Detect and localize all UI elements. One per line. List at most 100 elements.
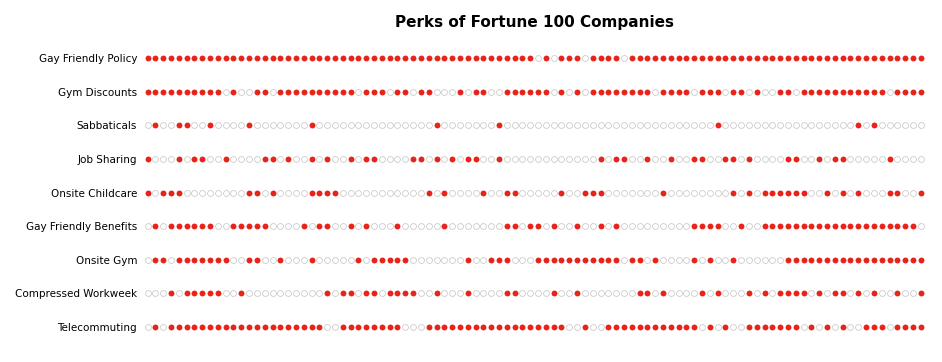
- Point: [437, 190, 452, 195]
- Point: [858, 290, 873, 296]
- Point: [257, 257, 272, 262]
- Point: [171, 190, 187, 195]
- Point: [429, 122, 444, 128]
- Point: [171, 55, 187, 61]
- Point: [226, 290, 241, 296]
- Point: [343, 55, 358, 61]
- Point: [710, 89, 725, 95]
- Point: [414, 190, 429, 195]
- Point: [265, 290, 280, 296]
- Point: [710, 223, 725, 229]
- Point: [273, 190, 288, 195]
- Point: [179, 324, 194, 330]
- Point: [836, 122, 851, 128]
- Point: [570, 223, 585, 229]
- Point: [203, 190, 218, 195]
- Point: [772, 55, 788, 61]
- Point: [210, 156, 225, 162]
- Point: [257, 156, 272, 162]
- Point: [882, 55, 897, 61]
- Point: [359, 55, 374, 61]
- Point: [632, 223, 647, 229]
- Point: [499, 257, 514, 262]
- Point: [546, 156, 561, 162]
- Point: [718, 89, 733, 95]
- Point: [437, 290, 452, 296]
- Point: [796, 89, 811, 95]
- Point: [195, 89, 210, 95]
- Point: [867, 223, 882, 229]
- Point: [350, 122, 365, 128]
- Point: [343, 324, 358, 330]
- Point: [749, 324, 764, 330]
- Point: [163, 122, 178, 128]
- Point: [843, 324, 858, 330]
- Point: [905, 290, 920, 296]
- Point: [328, 223, 343, 229]
- Point: [718, 190, 733, 195]
- Point: [179, 257, 194, 262]
- Point: [421, 290, 436, 296]
- Point: [820, 257, 835, 262]
- Point: [820, 156, 835, 162]
- Point: [476, 55, 491, 61]
- Point: [609, 55, 624, 61]
- Point: [632, 324, 647, 330]
- Point: [874, 156, 889, 162]
- Point: [530, 257, 545, 262]
- Point: [913, 55, 928, 61]
- Point: [546, 257, 561, 262]
- Point: [210, 190, 225, 195]
- Point: [226, 89, 241, 95]
- Point: [140, 89, 155, 95]
- Point: [843, 257, 858, 262]
- Point: [703, 223, 718, 229]
- Point: [515, 190, 530, 195]
- Point: [679, 324, 694, 330]
- Point: [179, 156, 194, 162]
- Point: [804, 324, 819, 330]
- Point: [468, 290, 483, 296]
- Point: [530, 290, 545, 296]
- Point: [671, 89, 686, 95]
- Point: [421, 257, 436, 262]
- Point: [913, 290, 928, 296]
- Point: [874, 122, 889, 128]
- Point: [406, 257, 421, 262]
- Point: [554, 190, 569, 195]
- Point: [718, 257, 733, 262]
- Point: [507, 257, 522, 262]
- Point: [234, 290, 249, 296]
- Point: [390, 257, 405, 262]
- Point: [210, 122, 225, 128]
- Point: [350, 257, 365, 262]
- Point: [250, 55, 265, 61]
- Point: [281, 223, 296, 229]
- Point: [561, 324, 577, 330]
- Point: [663, 290, 678, 296]
- Point: [671, 122, 686, 128]
- Point: [601, 156, 616, 162]
- Point: [687, 290, 702, 296]
- Point: [913, 156, 928, 162]
- Point: [429, 89, 444, 95]
- Point: [515, 324, 530, 330]
- Point: [890, 122, 905, 128]
- Point: [585, 156, 600, 162]
- Point: [788, 324, 804, 330]
- Point: [703, 122, 718, 128]
- Point: [374, 324, 389, 330]
- Point: [538, 89, 553, 95]
- Point: [632, 190, 647, 195]
- Point: [140, 290, 155, 296]
- Point: [812, 55, 827, 61]
- Point: [319, 190, 334, 195]
- Point: [343, 89, 358, 95]
- Point: [288, 324, 303, 330]
- Point: [780, 156, 795, 162]
- Point: [772, 290, 788, 296]
- Point: [515, 223, 530, 229]
- Point: [250, 290, 265, 296]
- Point: [827, 290, 842, 296]
- Point: [148, 190, 163, 195]
